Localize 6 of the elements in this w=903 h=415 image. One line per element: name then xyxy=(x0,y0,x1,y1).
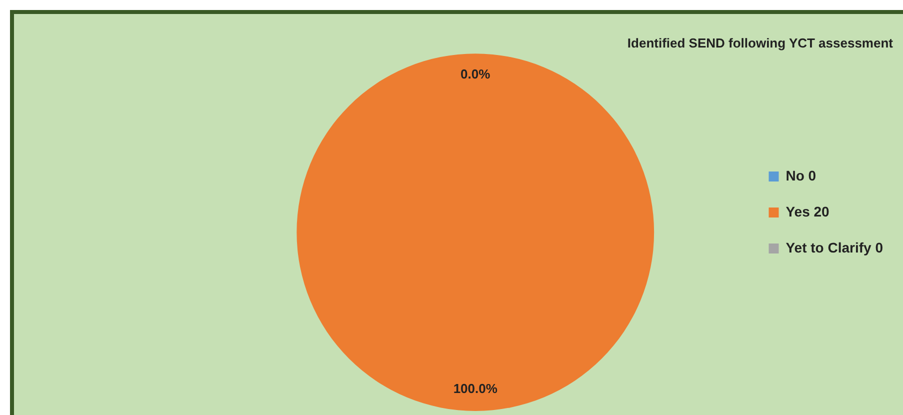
data-label: 100.0% xyxy=(453,381,498,396)
text: 0.0% xyxy=(460,66,490,82)
chart-title: Identified SEND following YCT assessment xyxy=(627,35,894,50)
legend-label: Yet to Clarify 0 xyxy=(786,239,884,256)
legend-label: No 0 xyxy=(786,167,816,184)
legend-label: Yes 20 xyxy=(786,203,830,220)
